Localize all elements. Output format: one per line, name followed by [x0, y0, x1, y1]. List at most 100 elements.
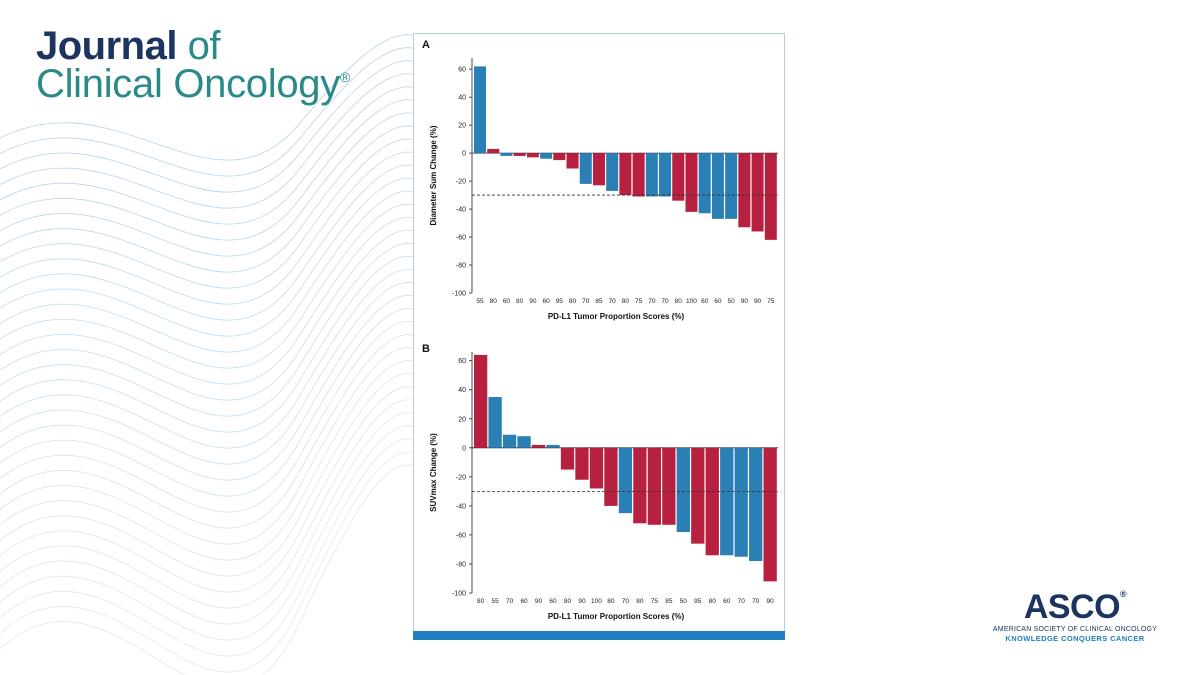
- x-tick-label: 70: [738, 598, 746, 605]
- bar: [474, 66, 487, 154]
- bar: [560, 447, 575, 470]
- y-tick-label: 0: [462, 445, 466, 452]
- background-wave-line: [0, 399, 460, 609]
- x-tick-label: 60: [520, 598, 528, 605]
- bar: [676, 447, 690, 533]
- y-tick-label: -100: [452, 591, 466, 598]
- y-tick-label: 0: [462, 151, 466, 158]
- y-tick-label: -40: [456, 503, 466, 510]
- x-tick-label: 75: [635, 298, 643, 305]
- x-tick-label: 90: [754, 298, 762, 305]
- bar: [566, 153, 579, 169]
- x-tick-label: 70: [648, 298, 656, 305]
- bar: [526, 153, 539, 158]
- background-wave-line: [0, 269, 460, 449]
- x-tick-label: 60: [549, 598, 557, 605]
- y-tick-label: -60: [456, 532, 466, 539]
- background-wave-line: [0, 373, 460, 577]
- bar: [540, 153, 553, 159]
- x-tick-label: 80: [607, 598, 615, 605]
- background-wave-line: [0, 308, 460, 497]
- background-wave-line: [0, 360, 460, 561]
- background-wave-line: [0, 295, 460, 481]
- y-tick-label: 40: [458, 95, 466, 102]
- x-axis-label: PD-L1 Tumor Proportion Scores (%): [548, 312, 685, 321]
- x-tick-label: 90: [741, 298, 749, 305]
- bar: [738, 153, 751, 228]
- x-tick-label: 75: [767, 298, 775, 305]
- y-tick-label: -80: [456, 561, 466, 568]
- y-tick-label: 60: [458, 67, 466, 74]
- bar: [647, 447, 661, 525]
- x-tick-label: 80: [490, 298, 498, 305]
- background-wave-line: [0, 243, 460, 417]
- bar: [711, 153, 724, 219]
- x-tick-label: 80: [564, 598, 572, 605]
- x-tick-label: 60: [542, 298, 550, 305]
- x-tick-label: 80: [477, 598, 485, 605]
- x-tick-label: 70: [752, 598, 760, 605]
- logo-registered-mark: ®: [339, 69, 350, 85]
- y-tick-label: 20: [458, 123, 466, 130]
- x-tick-label: 70: [661, 298, 669, 305]
- bar: [553, 153, 566, 161]
- background-wave-line: [0, 334, 460, 529]
- x-tick-label: 100: [591, 598, 602, 605]
- x-tick-label: 85: [665, 598, 673, 605]
- background-wave-line: [0, 99, 460, 241]
- bar: [725, 153, 738, 219]
- x-tick-label: 80: [516, 298, 524, 305]
- x-tick-label: 80: [636, 598, 644, 605]
- x-tick-label: 60: [503, 298, 511, 305]
- waterfall-charts: A 60 40 20 0 -20 -40 -60 -80 -100 55 80 60 80 90 60 95 80…: [422, 39, 778, 621]
- y-tick-label: -80: [456, 263, 466, 270]
- x-tick-label: 90: [578, 598, 586, 605]
- bar: [698, 153, 711, 214]
- y-tick-label: -40: [456, 207, 466, 214]
- background-wave-line: [0, 177, 460, 337]
- asco-registered-mark: ®: [1120, 589, 1127, 599]
- chart-a: A 60 40 20 0 -20 -40 -60 -80 -100 55 80 60 80 90 60 95 80…: [422, 39, 778, 321]
- x-tick-label: 70: [609, 298, 617, 305]
- logo-clinical-oncology: Clinical Oncology: [36, 62, 340, 106]
- x-tick-label: 90: [767, 598, 775, 605]
- background-wave-line: [0, 347, 460, 545]
- x-tick-label: 50: [728, 298, 736, 305]
- x-tick-label: 60: [723, 598, 731, 605]
- x-axis-label: PD-L1 Tumor Proportion Scores (%): [548, 612, 685, 621]
- bar: [474, 354, 488, 448]
- bar: [633, 447, 647, 524]
- bar: [751, 153, 764, 232]
- bar: [749, 447, 763, 562]
- x-tick-label: 60: [714, 298, 722, 305]
- bar: [575, 447, 589, 480]
- y-tick-label: -20: [456, 474, 466, 481]
- y-axis-label: SUVmax Change (%): [429, 433, 438, 512]
- background-wave-line: [0, 125, 460, 273]
- x-tick-label: 60: [701, 298, 709, 305]
- bar: [705, 447, 719, 556]
- panel-label: A: [422, 39, 430, 51]
- logo-journal-word: Journal: [36, 24, 177, 68]
- x-tick-label: 75: [651, 598, 659, 605]
- x-tick-label: 80: [709, 598, 717, 605]
- background-wave-line: [0, 229, 460, 401]
- background-wave-line: [0, 282, 460, 465]
- journal-logo: Journal of Clinical Oncology®: [36, 26, 350, 104]
- bar: [632, 153, 645, 197]
- bar: [734, 447, 748, 557]
- x-tick-label: 100: [686, 298, 697, 305]
- x-tick-label: 70: [622, 598, 630, 605]
- x-tick-label: 95: [556, 298, 564, 305]
- background-wave-line: [0, 164, 460, 321]
- y-tick-label: 40: [458, 387, 466, 394]
- y-tick-label: 60: [458, 358, 466, 365]
- bar: [488, 397, 502, 448]
- asco-full-name: AMERICAN SOCIETY OF CLINICAL ONCOLOGY: [992, 626, 1158, 633]
- x-tick-label: 80: [569, 298, 577, 305]
- x-tick-label: 85: [595, 298, 603, 305]
- x-tick-label: 90: [529, 298, 537, 305]
- bar: [763, 447, 777, 582]
- bar: [502, 434, 517, 448]
- bar: [691, 447, 705, 544]
